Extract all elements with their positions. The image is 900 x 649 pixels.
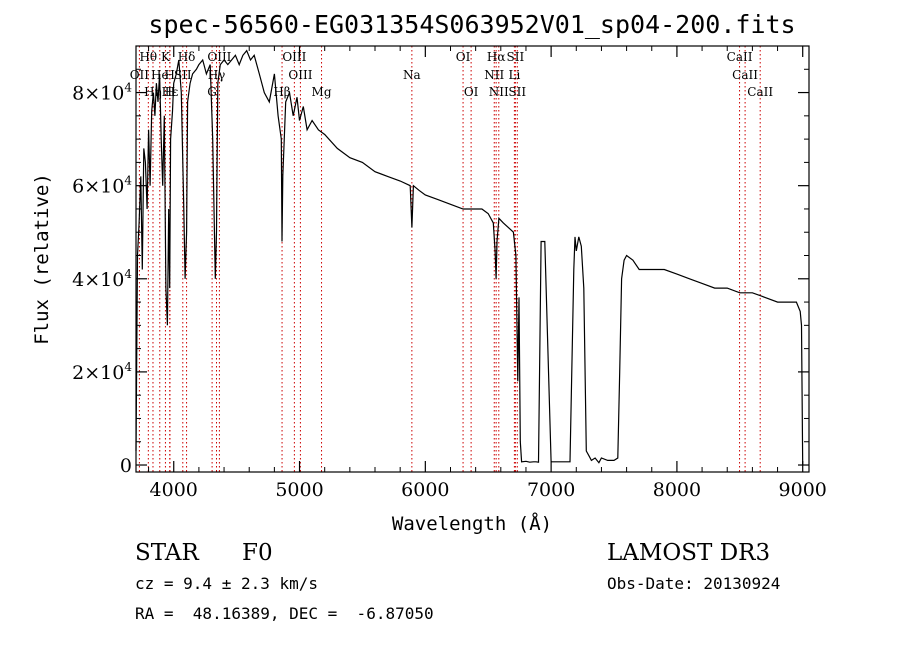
- line-label: Mg: [312, 85, 332, 99]
- line-label: OIII: [288, 68, 312, 82]
- y-tick-label: 2×104: [72, 360, 132, 384]
- line-label: Hε: [162, 85, 179, 99]
- redshift-info: cz = 9.4 ± 2.3 km/s: [135, 574, 318, 593]
- y-axis: 0 2×104 4×104 6×104 8×104: [72, 68, 809, 477]
- line-label: NII: [484, 68, 504, 82]
- x-axis: 4000 5000 6000 7000 8000 9000: [148, 46, 827, 501]
- line-label: SII: [174, 68, 192, 82]
- y-tick-label: 0: [120, 455, 132, 477]
- line-label: G: [207, 85, 217, 99]
- line-label: SII: [507, 50, 525, 64]
- line-label: CaII: [727, 50, 753, 64]
- line-label: OIII: [207, 50, 231, 64]
- y-axis-label: Flux (relative): [31, 173, 53, 345]
- line-label: SII: [508, 85, 526, 99]
- object-subclass: F0: [242, 540, 273, 566]
- line-label: NII: [489, 85, 509, 99]
- x-tick-label: 5000: [275, 479, 323, 501]
- y-tick-label: 4×104: [72, 267, 132, 291]
- x-tick-label: 9000: [779, 479, 827, 501]
- x-axis-label: Wavelength (Å): [392, 512, 552, 535]
- x-tick-label: 8000: [653, 479, 701, 501]
- line-label: Na: [403, 68, 421, 82]
- line-label: OIII: [282, 50, 306, 64]
- plot-frame: [135, 45, 810, 473]
- line-label: OI: [464, 85, 479, 99]
- x-tick-label: 4000: [150, 479, 198, 501]
- line-label: Hγ: [208, 68, 226, 82]
- x-tick-label: 7000: [527, 479, 575, 501]
- spectrum-line: [135, 49, 804, 466]
- spectral-line-markers: [138, 46, 761, 472]
- coordinates: RA = 48.16389, DEC = -6.87050: [135, 604, 434, 623]
- object-type: STAR: [135, 540, 199, 566]
- line-label: Hδ: [178, 50, 196, 64]
- line-label: K: [161, 50, 171, 64]
- line-label: Hβ: [273, 85, 290, 99]
- line-label: Hθ: [139, 50, 157, 64]
- line-label: OI: [456, 50, 471, 64]
- x-tick-label: 6000: [401, 479, 449, 501]
- line-label: OII: [130, 68, 150, 82]
- observation-date: Obs-Date: 20130924: [607, 574, 780, 593]
- y-tick-label: 6×104: [72, 174, 132, 198]
- line-label: CaII: [747, 85, 773, 99]
- survey-name: LAMOST DR3: [607, 540, 770, 566]
- line-label: H: [165, 85, 175, 99]
- y-tick-label: 8×104: [72, 81, 132, 105]
- line-label: CaII: [732, 68, 758, 82]
- line-label: Hα: [487, 50, 506, 64]
- line-label: Li: [508, 68, 520, 82]
- line-label: H: [164, 68, 174, 82]
- chart-title: spec-56560-EG031354S063952V01_sp04-200.f…: [148, 10, 795, 39]
